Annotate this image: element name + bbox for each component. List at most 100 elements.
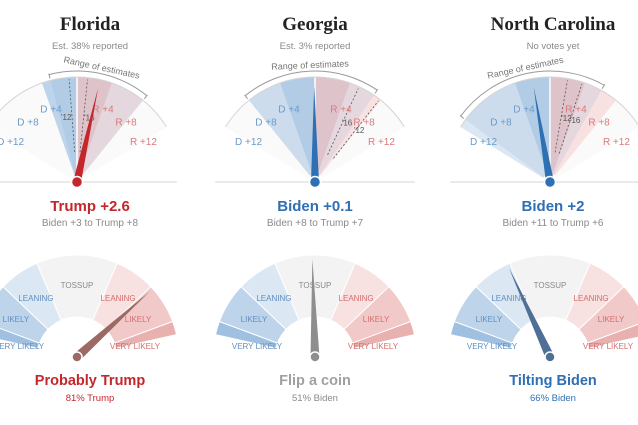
past-result-marker (68, 79, 76, 153)
margin-gauge-florida: Range of estimates'12'16D +4D +8D +12R +… (0, 55, 177, 189)
probability-zone-label: TOSSUP (61, 281, 94, 290)
needle-hub (70, 175, 84, 189)
state-title-georgia: Georgia (282, 14, 348, 35)
margin-scale-label: R +8 (588, 117, 610, 128)
probability-zone-label: LEANING (491, 294, 526, 303)
past-result-marker (554, 80, 568, 153)
range-bracket-tick (374, 88, 379, 94)
probability-zone-label: LEANING (256, 294, 291, 303)
probability-zone-label: LEANING (101, 294, 136, 303)
outcome-label-florida: Probably Trump (34, 373, 146, 389)
gauge-rim (225, 76, 405, 128)
gauge-zone (10, 83, 75, 176)
margin-gauge-georgia: Range of estimates '16'12 D +4D +8 D +12 R +… (215, 58, 415, 189)
gauge-zone (514, 77, 550, 175)
probability-zone-label: LIKELY (241, 315, 268, 324)
gauge-zone (279, 77, 315, 175)
probability-zone-label: LIKELY (363, 315, 390, 324)
probability-needle-hub (71, 351, 83, 363)
past-result-label: '12 (61, 113, 72, 122)
margin-estimate-north-carolina: Biden +2 (521, 198, 585, 215)
past-result-marker (79, 79, 88, 153)
margin-needle (73, 88, 99, 183)
probability-zone-label: LIKELY (125, 315, 152, 324)
margin-scale-label: R +12 (603, 137, 630, 148)
gauge-zone (79, 83, 144, 176)
probability-zone-label: VERY LIKELY (467, 342, 518, 351)
range-bracket-tick (48, 73, 51, 79)
range-bracket-tick (143, 94, 148, 100)
outcome-probability-north-carolina: 66% Biden (530, 393, 576, 404)
gauge-rim (460, 76, 638, 128)
margin-estimate-georgia: Biden +0.1 (277, 198, 353, 215)
state-title-north-carolina: North Carolina (490, 14, 616, 35)
range-of-estimates-label: Range of estimates (271, 58, 349, 71)
margin-scale-label: D +8 (17, 117, 39, 128)
margin-scale-label: R +12 (130, 137, 157, 148)
probability-needle-hub (544, 351, 556, 363)
margin-scale-label: R +4 (330, 104, 352, 115)
reporting-status-georgia: Est. 3% reported (279, 41, 351, 52)
probability-zone-label: LIKELY (476, 315, 503, 324)
probability-zone-label: LEANING (18, 294, 53, 303)
margin-scale-label: D +4 (40, 104, 62, 115)
probability-zone-label: VERY LIKELY (0, 342, 45, 351)
estimate-range-zone (248, 77, 374, 176)
probability-zone-label: VERY LIKELY (232, 342, 283, 351)
past-result-label: '16 (84, 113, 95, 122)
probability-zone (351, 320, 416, 349)
range-bracket (460, 70, 605, 117)
margin-range-north-carolina: Biden +11 to Trump +6 (502, 218, 604, 229)
needle-hub (308, 175, 322, 189)
gauge-zone (555, 100, 638, 178)
gauge-zone (320, 100, 405, 178)
probability-gauge-georgia: VERY LIKELY LIKELY LEANING TOSSUP LEANING LIK… (214, 254, 416, 363)
gauge-zone (41, 77, 77, 175)
margin-gauge-north-carolina: Range of estimates'12'16D +4D +8D +12R +… (450, 54, 638, 189)
probability-needle (508, 268, 555, 359)
gauge-zone (483, 83, 548, 176)
range-bracket (244, 70, 378, 97)
past-result-marker (558, 83, 583, 154)
past-result-label: '16 (342, 119, 353, 128)
margin-range-georgia: Biden +8 to Trump +7 (266, 218, 364, 229)
range-bracket-tick (459, 115, 465, 119)
reporting-status-florida: Est. 38% reported (51, 41, 129, 52)
gauge-zone (225, 100, 310, 178)
past-result-label: '12 (354, 126, 365, 135)
past-result-marker (333, 100, 379, 159)
probability-zone-label: VERY LIKELY (348, 342, 399, 351)
estimate-range-zone (50, 77, 144, 176)
range-bracket (48, 70, 148, 97)
gauge-zone (82, 100, 167, 178)
probability-zone-label: LEANING (339, 294, 374, 303)
range-bracket-tick (601, 84, 606, 89)
margin-needle (311, 86, 319, 183)
outcome-label-north-carolina: Tilting Biden (509, 373, 597, 389)
probability-zone (586, 323, 638, 349)
probability-zone-label: VERY LIKELY (110, 342, 161, 351)
probability-needle (73, 291, 150, 361)
margin-scale-label: D +12 (0, 137, 24, 148)
probability-gauge-florida: VERY LIKELY LIKELY LEANING TOSSUP LEANING LIK… (0, 254, 178, 363)
margin-scale-label: R +8 (353, 117, 375, 128)
gauge-zone (0, 100, 72, 178)
margin-scale-label: R +8 (115, 117, 137, 128)
margin-estimate-florida: Trump +2.6 (50, 198, 130, 215)
gauge-zone (317, 83, 382, 176)
probability-zone-label: TOSSUP (534, 281, 567, 290)
range-bracket-tick (244, 94, 249, 100)
probability-zone (113, 320, 178, 349)
past-result-label: '16 (570, 116, 581, 125)
probability-needle (310, 259, 320, 358)
margin-scale-label: R +4 (92, 104, 114, 115)
probability-zone-label: LEANING (574, 294, 609, 303)
margin-scale-label: D +8 (490, 117, 512, 128)
past-result-marker (327, 88, 359, 155)
probability-gauge-north-carolina: VERY LIKELY LIKELY LEANING TOSSUP LEANING LIK… (449, 254, 638, 363)
margin-scale-label: D +8 (255, 117, 277, 128)
margin-scale-label: D +12 (235, 137, 262, 148)
margin-scale-label: R +12 (368, 137, 395, 148)
probability-zone-label: VERY LIKELY (583, 342, 634, 351)
